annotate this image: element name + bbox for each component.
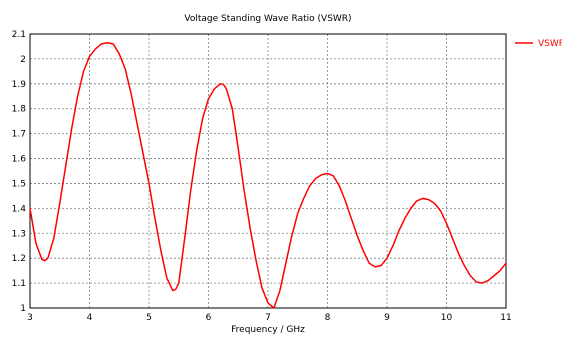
- legend: VSWR: [515, 39, 562, 49]
- x-tick-label: 4: [87, 313, 93, 323]
- x-tick-label: 5: [146, 313, 152, 323]
- y-tick-label: 1.2: [12, 254, 26, 264]
- x-tick-label: 6: [206, 313, 212, 323]
- x-tick-label: 9: [384, 313, 390, 323]
- legend-label-vswr: VSWR: [538, 39, 562, 49]
- grid: [30, 34, 506, 308]
- y-tick-label: 1.8: [12, 105, 27, 115]
- series-layer: [29, 41, 507, 309]
- x-tick-label: 10: [441, 313, 453, 323]
- x-tick-label: 11: [500, 313, 511, 323]
- y-tick-label: 2: [20, 55, 26, 65]
- y-tick-label: 1.5: [12, 179, 26, 189]
- x-tick-label: 3: [27, 313, 33, 323]
- y-tick-label: 1.4: [12, 204, 27, 214]
- y-tick-label: 2.1: [12, 30, 26, 40]
- y-tick-label: 1.1: [12, 279, 26, 289]
- y-axis-ticks: 1 1.1 1.2 1.3 1.4 1.5 1.6 1.7 1.8 1.9 2 2.1: [12, 30, 27, 314]
- y-tick-label: 1.6: [12, 155, 27, 165]
- chart-title: Voltage Standing Wave Ratio (VSWR): [184, 14, 351, 24]
- plot-area-frame: [29, 33, 507, 309]
- y-tick-label: 1.9: [12, 80, 27, 90]
- y-tick-label: 1.7: [12, 130, 26, 140]
- series-line-vswr: [29, 41, 507, 309]
- x-tick-label: 8: [325, 313, 331, 323]
- y-tick-label: 1: [20, 304, 26, 314]
- x-axis-ticks: 3 4 5 6 7 8 9 10 11: [27, 313, 512, 323]
- x-tick-label: 7: [265, 313, 271, 323]
- y-tick-label: 1.3: [12, 229, 26, 239]
- x-axis-label: Frequency / GHz: [231, 325, 305, 335]
